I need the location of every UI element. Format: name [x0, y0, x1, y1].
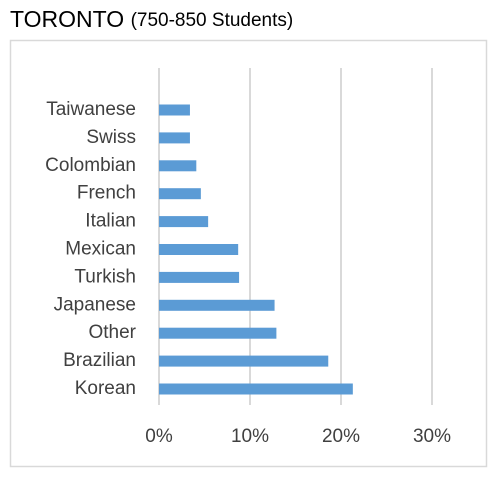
bar	[159, 299, 275, 311]
bar	[159, 244, 239, 255]
x-tick-label: 30%	[413, 426, 451, 447]
x-tick-label: 20%	[322, 426, 360, 447]
y-tick-label: Mexican	[65, 239, 136, 260]
bar	[159, 188, 201, 200]
y-tick-label: Turkish	[74, 266, 136, 287]
bar	[159, 160, 197, 172]
x-tick-label: 0%	[145, 426, 173, 447]
bar	[159, 383, 353, 395]
bar	[159, 271, 240, 283]
y-tick-label: Swiss	[86, 127, 136, 148]
y-tick-label: Taiwanese	[46, 99, 136, 120]
subtitle: (750-850 Students)	[131, 10, 294, 31]
chart-frame	[9, 39, 488, 468]
y-tick-label: French	[77, 183, 136, 204]
bar	[159, 104, 190, 116]
y-tick-label: Japanese	[54, 294, 136, 315]
bar	[159, 132, 190, 144]
chart-title: TORONTO (750-850 Students)	[10, 6, 293, 32]
x-tick-label: 10%	[231, 426, 269, 447]
bar	[159, 216, 209, 228]
y-tick-label: Other	[88, 322, 136, 343]
y-tick-label: Italian	[85, 211, 136, 232]
title: TORONTO	[10, 6, 124, 32]
bar	[159, 355, 329, 367]
y-tick-label: Colombian	[45, 155, 136, 176]
y-tick-label: Korean	[75, 378, 136, 399]
y-tick-label: Brazilian	[63, 350, 136, 371]
bar	[159, 327, 277, 339]
